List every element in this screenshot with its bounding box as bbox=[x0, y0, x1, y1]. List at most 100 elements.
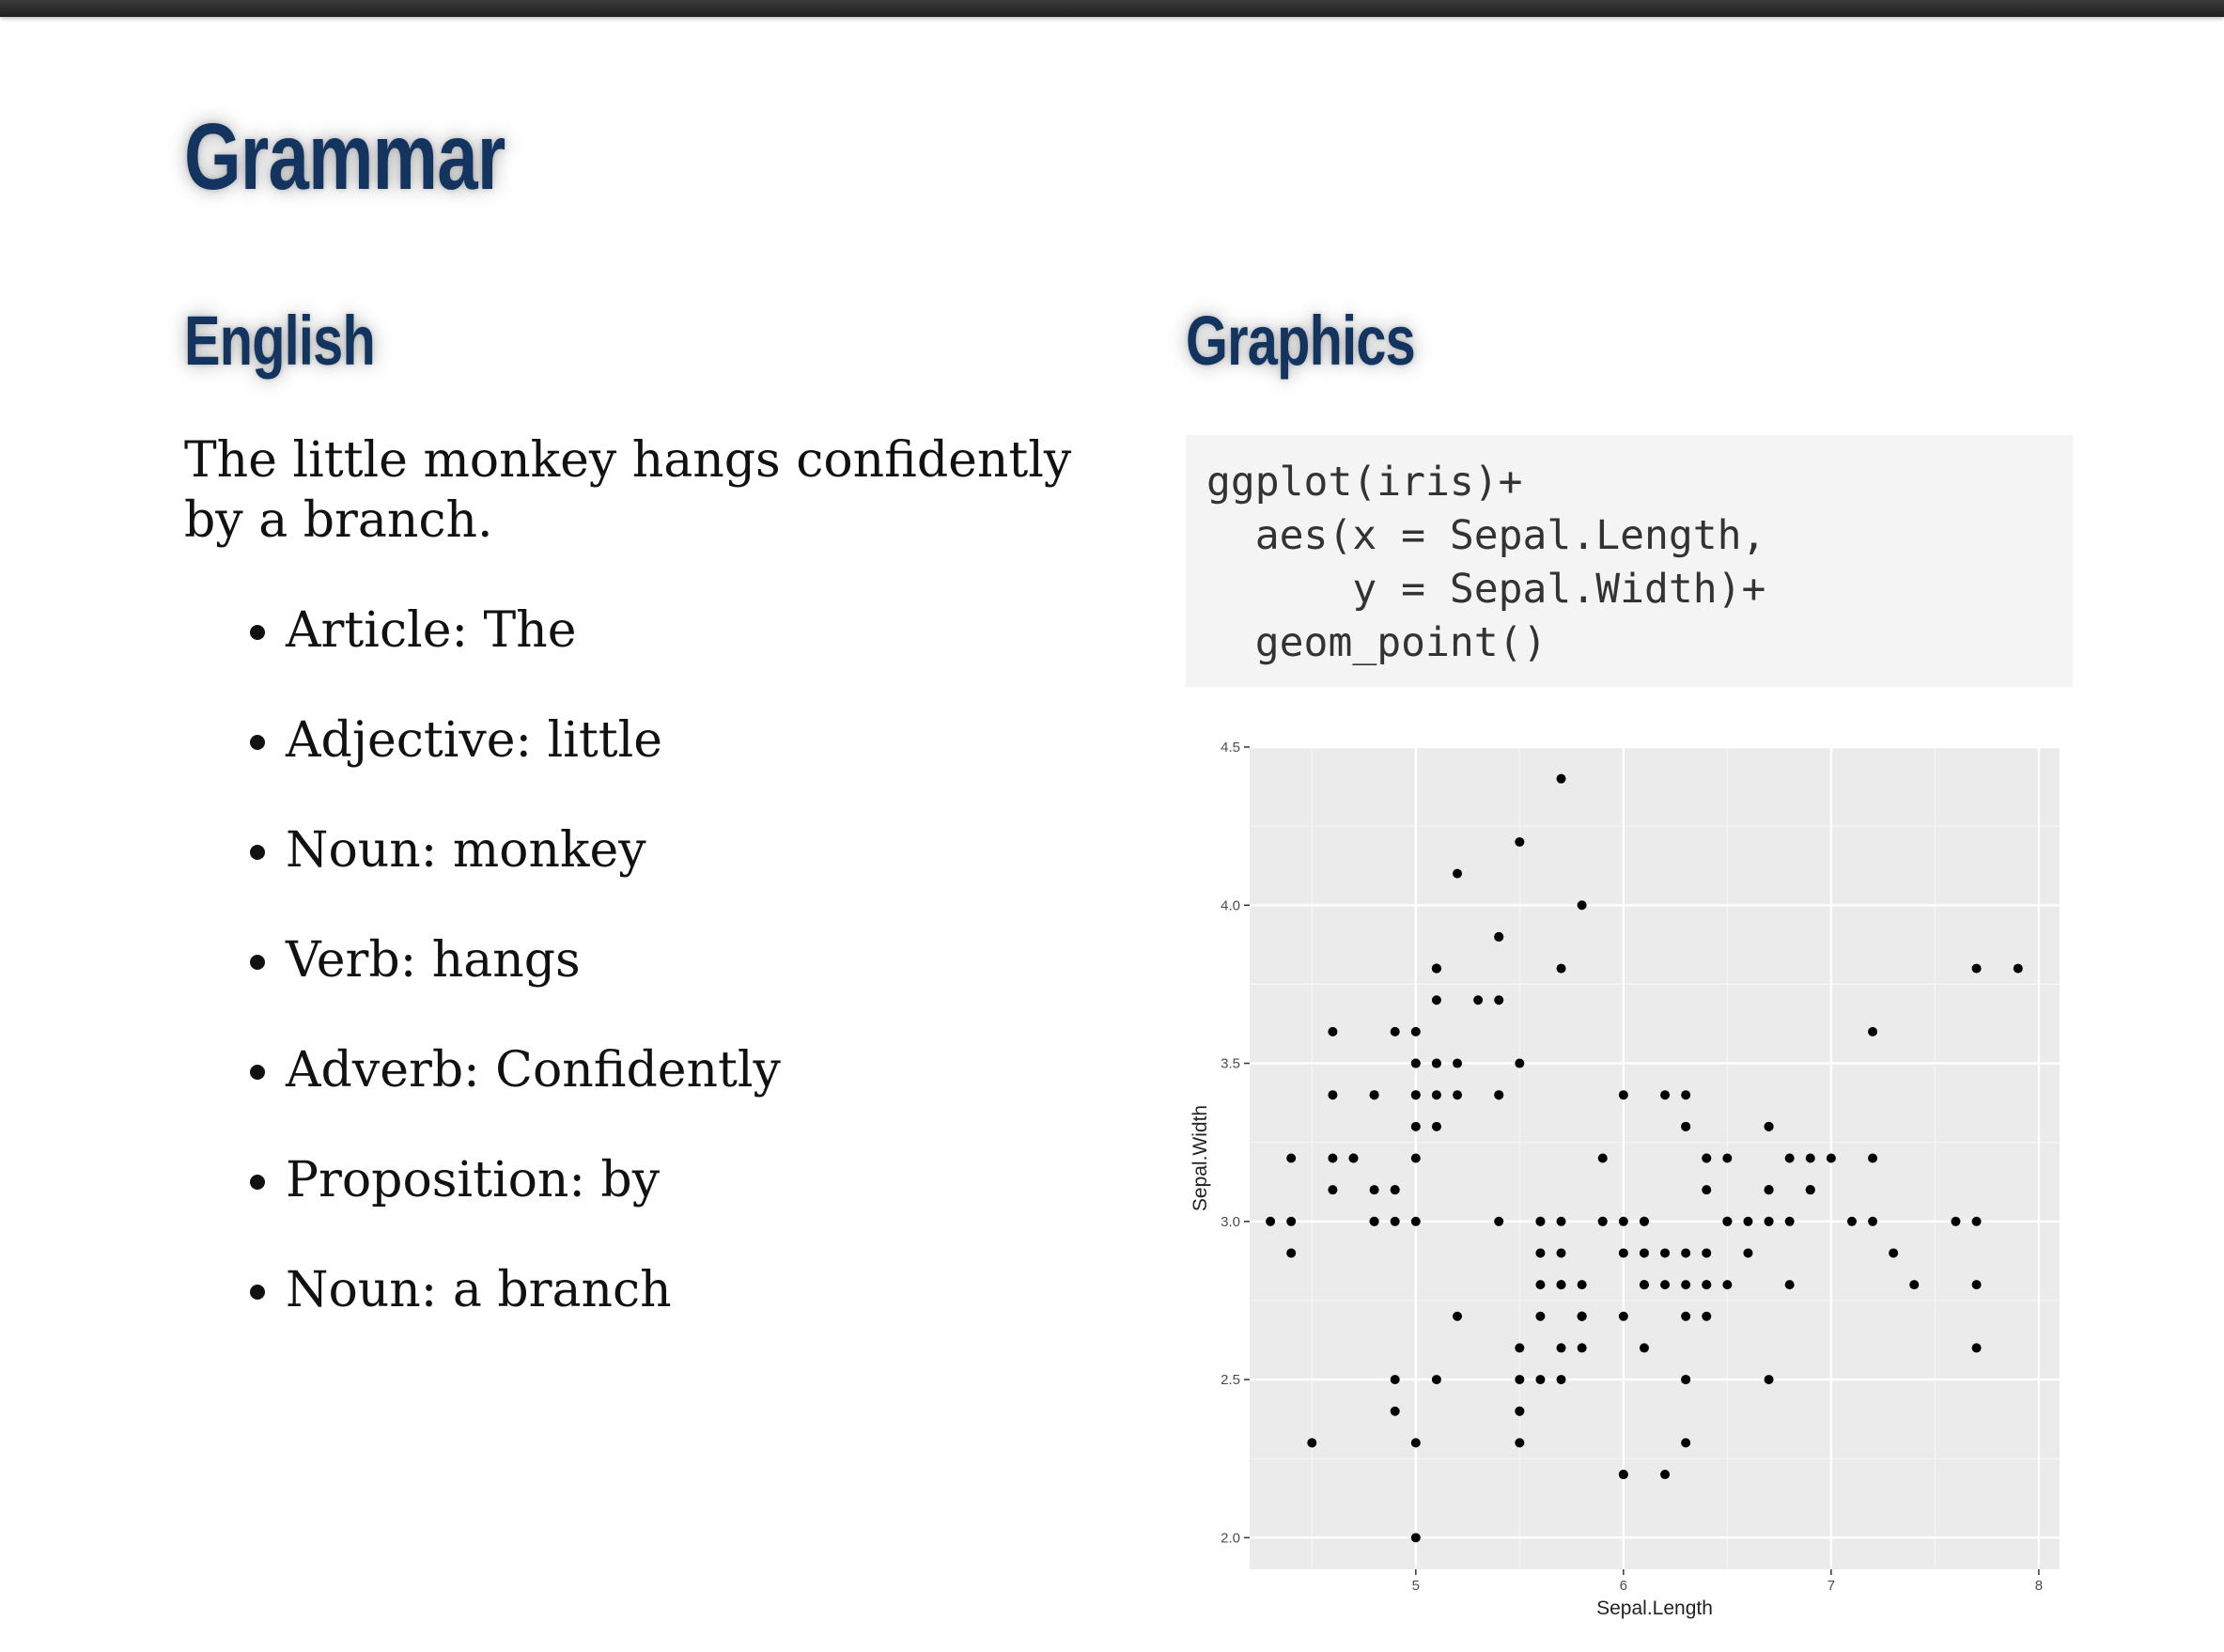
y-tick-label: 3.0 bbox=[1221, 1214, 1240, 1230]
list-item: Verb: hangs bbox=[286, 918, 781, 1028]
data-point bbox=[1805, 1153, 1815, 1163]
data-point bbox=[1971, 1343, 1982, 1353]
data-point bbox=[1784, 1153, 1795, 1163]
data-point bbox=[1639, 1216, 1649, 1226]
data-point bbox=[1348, 1153, 1359, 1163]
data-points bbox=[1266, 773, 2023, 1543]
list-item: Adverb: Confidently bbox=[286, 1028, 781, 1138]
data-point bbox=[1494, 1216, 1504, 1226]
y-tick-label: 3.5 bbox=[1221, 1056, 1240, 1072]
data-point bbox=[1826, 1153, 1836, 1163]
data-point bbox=[1764, 1375, 1774, 1385]
data-point bbox=[1556, 1343, 1566, 1353]
data-point bbox=[1369, 1185, 1379, 1195]
data-point bbox=[1390, 1216, 1400, 1226]
data-point bbox=[1722, 1153, 1733, 1163]
data-point bbox=[1494, 995, 1504, 1005]
data-point bbox=[1535, 1216, 1546, 1226]
data-point bbox=[1556, 1248, 1566, 1258]
data-point bbox=[1618, 1216, 1628, 1226]
data-point bbox=[1971, 963, 1982, 974]
major-gridlines bbox=[1250, 745, 2060, 1569]
data-point bbox=[1805, 1185, 1815, 1195]
graphics-heading: Graphics bbox=[1186, 302, 1416, 380]
example-sentence: The little monkey hangs confidently by a… bbox=[184, 432, 1072, 549]
data-point bbox=[1410, 1026, 1421, 1036]
data-point bbox=[1556, 773, 1566, 784]
data-point bbox=[1639, 1248, 1649, 1258]
data-point bbox=[1764, 1121, 1774, 1131]
data-point bbox=[1702, 1153, 1712, 1163]
data-point bbox=[1660, 1470, 1671, 1480]
data-point bbox=[1556, 1375, 1566, 1385]
data-point bbox=[1681, 1311, 1691, 1321]
data-point bbox=[1577, 1343, 1587, 1353]
data-point bbox=[1369, 1216, 1379, 1226]
data-point bbox=[1702, 1311, 1712, 1321]
data-point bbox=[1743, 1248, 1753, 1258]
data-point bbox=[1784, 1280, 1795, 1290]
data-point bbox=[1618, 1311, 1628, 1321]
data-point bbox=[2013, 963, 2023, 974]
y-tick-label: 2.5 bbox=[1221, 1372, 1240, 1388]
list-item: Proposition: by bbox=[286, 1138, 781, 1248]
data-point bbox=[1410, 1121, 1421, 1131]
slide-title: Grammar bbox=[184, 104, 505, 210]
data-point bbox=[1494, 931, 1504, 942]
data-point bbox=[1328, 1090, 1338, 1100]
data-point bbox=[1702, 1185, 1712, 1195]
data-point bbox=[1971, 1280, 1982, 1290]
data-point bbox=[1473, 995, 1484, 1005]
data-point bbox=[1410, 1216, 1421, 1226]
data-point bbox=[1410, 1438, 1421, 1448]
scatter-plot: 5 6 7 8 2.0 2.5 3.0 3.5 4.0 4.5 Sepal.Length Sep… bbox=[1190, 740, 2060, 1619]
data-point bbox=[1431, 995, 1441, 1005]
y-tick-label: 4.5 bbox=[1221, 740, 1240, 756]
x-tick-label: 6 bbox=[1620, 1578, 1627, 1594]
list-item: Article: The bbox=[286, 588, 781, 698]
list-item: Noun: a branch bbox=[286, 1248, 781, 1358]
x-axis-label: Sepal.Length bbox=[1596, 1597, 1713, 1619]
data-point bbox=[1702, 1280, 1712, 1290]
x-tick-label: 8 bbox=[2035, 1578, 2043, 1594]
data-point bbox=[1266, 1216, 1276, 1226]
data-point bbox=[1868, 1153, 1878, 1163]
data-point bbox=[1328, 1026, 1338, 1036]
data-point bbox=[1431, 1375, 1441, 1385]
x-axis: 5 6 7 8 bbox=[1412, 1569, 2043, 1594]
minor-gridlines bbox=[1250, 747, 2060, 1569]
data-point bbox=[1681, 1375, 1691, 1385]
data-point bbox=[1639, 1343, 1649, 1353]
data-point bbox=[1410, 1090, 1421, 1100]
x-tick-label: 5 bbox=[1412, 1578, 1420, 1594]
x-tick-label: 7 bbox=[1827, 1578, 1835, 1594]
data-point bbox=[1681, 1090, 1691, 1100]
data-point bbox=[1286, 1248, 1297, 1258]
data-point bbox=[1556, 1216, 1566, 1226]
data-point bbox=[1868, 1026, 1878, 1036]
data-point bbox=[1597, 1153, 1608, 1163]
data-point bbox=[1743, 1216, 1753, 1226]
data-point bbox=[1431, 1090, 1441, 1100]
data-point bbox=[1369, 1090, 1379, 1100]
data-point bbox=[1431, 963, 1441, 974]
data-point bbox=[1909, 1280, 1920, 1290]
data-point bbox=[1681, 1438, 1691, 1448]
english-heading: English bbox=[184, 302, 376, 380]
data-point bbox=[1515, 1058, 1525, 1068]
data-point bbox=[1535, 1280, 1546, 1290]
data-point bbox=[1453, 1311, 1463, 1321]
data-point bbox=[1618, 1470, 1628, 1480]
data-point bbox=[1431, 1058, 1441, 1068]
y-tick-label: 2.0 bbox=[1221, 1530, 1240, 1546]
data-point bbox=[1660, 1248, 1671, 1258]
data-point bbox=[1535, 1311, 1546, 1321]
list-item: Noun: monkey bbox=[286, 808, 781, 918]
window-top-bar bbox=[0, 0, 2224, 17]
data-point bbox=[1556, 1280, 1566, 1290]
data-point bbox=[1494, 1090, 1504, 1100]
data-point bbox=[1328, 1185, 1338, 1195]
data-point bbox=[1764, 1185, 1774, 1195]
data-point bbox=[1410, 1058, 1421, 1068]
code-block: ggplot(iris)+ aes(x = Sepal.Length, y = … bbox=[1186, 435, 2073, 687]
